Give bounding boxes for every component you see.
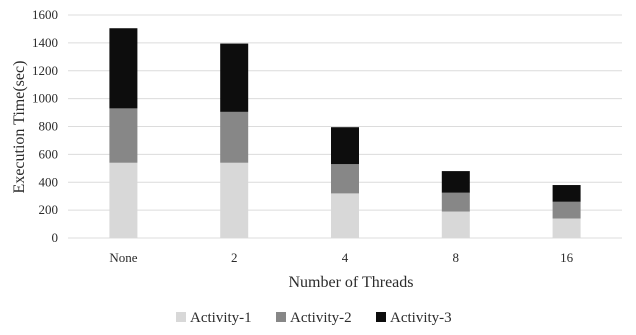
y-tick-label: 1400 xyxy=(32,35,58,50)
legend: Activity-1 Activity-2 Activity-3 xyxy=(176,310,452,326)
bar-segment-activity-1 xyxy=(220,162,249,238)
bar-segment-activity-3 xyxy=(441,171,470,193)
x-tick-label: None xyxy=(109,250,137,265)
gridlines xyxy=(68,14,622,239)
y-axis-title: Execution Time(sec) xyxy=(11,61,28,194)
bar-segment-activity-2 xyxy=(109,108,138,163)
bar-segment-activity-2 xyxy=(441,192,470,212)
x-tick-label: 2 xyxy=(231,250,238,265)
y-tick-label: 1200 xyxy=(32,63,58,78)
legend-item: Activity-3 xyxy=(376,310,452,326)
y-tick-label: 800 xyxy=(39,119,59,134)
legend-item: Activity-2 xyxy=(276,310,352,326)
bar-segment-activity-3 xyxy=(331,127,359,165)
x-axis-title: Number of Threads xyxy=(289,274,414,291)
bar-segment-activity-2 xyxy=(331,164,359,194)
legend-swatch xyxy=(176,312,186,322)
bar-segment-activity-3 xyxy=(552,185,581,202)
legend-label: Activity-3 xyxy=(390,310,452,326)
bars xyxy=(109,28,581,238)
legend-label: Activity-1 xyxy=(190,310,252,326)
bar-segment-activity-1 xyxy=(109,162,138,238)
bar-segment-activity-3 xyxy=(220,43,249,112)
x-tick-label: 16 xyxy=(560,250,574,265)
bar-segment-activity-2 xyxy=(552,201,581,219)
y-tick-labels: 0 200 400 600 800 1000 1200 1400 1600 xyxy=(32,7,58,245)
bar-segment-activity-3 xyxy=(109,28,138,109)
legend-swatch xyxy=(376,312,386,322)
y-tick-label: 400 xyxy=(39,174,59,189)
legend-item: Activity-1 xyxy=(176,310,252,326)
x-tick-labels: None 2 4 8 16 xyxy=(109,250,573,265)
y-tick-label: 0 xyxy=(52,230,59,245)
legend-label: Activity-2 xyxy=(290,310,352,326)
bar-segment-activity-1 xyxy=(441,211,470,238)
y-tick-label: 1600 xyxy=(32,7,58,22)
y-tick-label: 200 xyxy=(39,202,59,217)
y-tick-label: 600 xyxy=(39,146,59,161)
x-tick-label: 8 xyxy=(453,250,460,265)
bar-segment-activity-1 xyxy=(331,193,359,238)
bar-segment-activity-1 xyxy=(552,218,581,238)
legend-swatch xyxy=(276,312,286,322)
bar-segment-activity-2 xyxy=(220,111,249,163)
x-tick-label: 4 xyxy=(342,250,349,265)
y-tick-label: 1000 xyxy=(32,91,58,106)
